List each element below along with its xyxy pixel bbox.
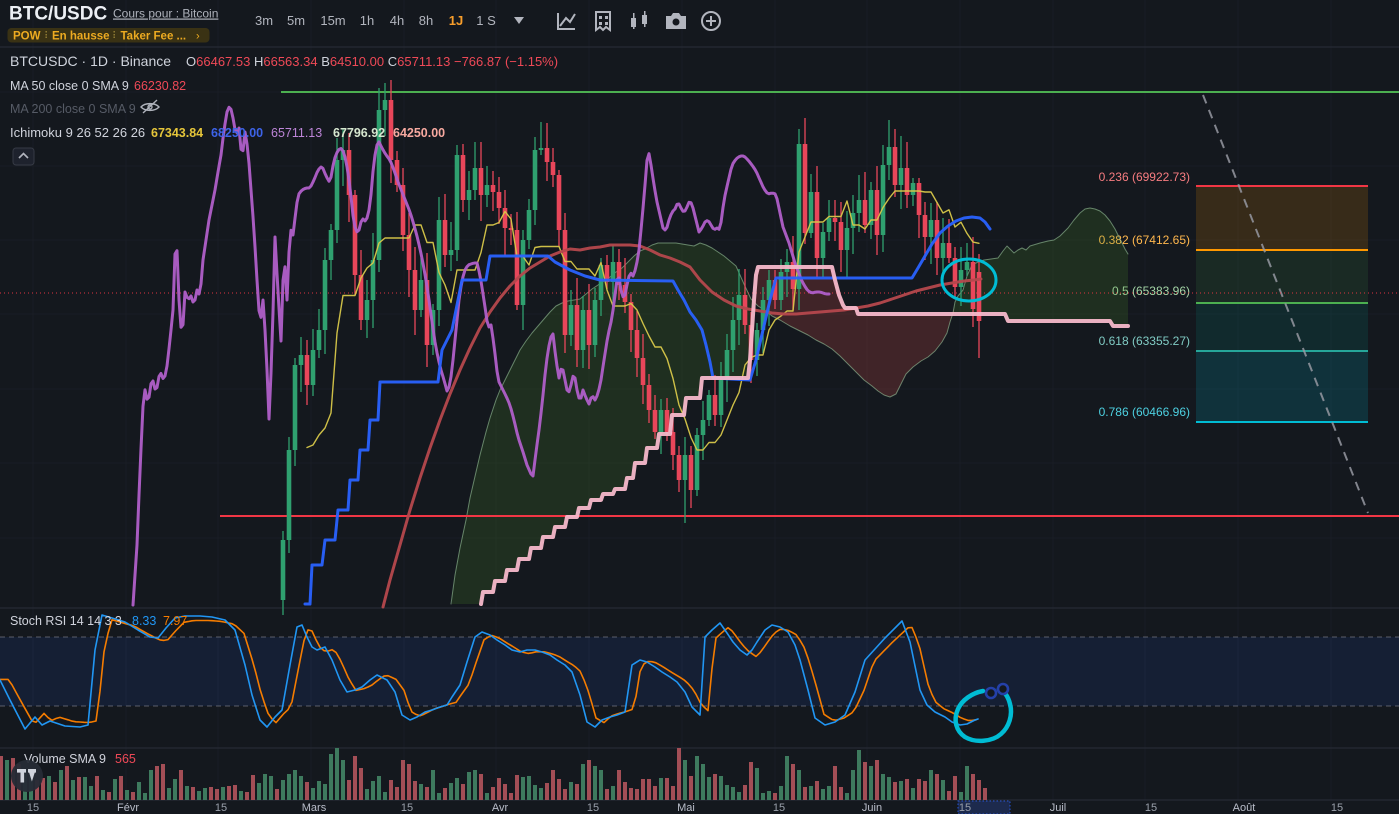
svg-text:15: 15: [215, 802, 227, 814]
svg-text:0.236 (69922.73): 0.236 (69922.73): [1099, 170, 1190, 184]
svg-text:POW: POW: [13, 31, 41, 43]
svg-text:15: 15: [27, 802, 39, 814]
svg-text:Taker Fee ...: Taker Fee ...: [121, 31, 187, 43]
svg-text:67343.84: 67343.84: [151, 126, 203, 140]
svg-text:4h: 4h: [390, 13, 404, 28]
svg-text:BTCUSDC · 1D · Binance: BTCUSDC · 1D · Binance: [10, 53, 171, 69]
svg-text:7.97: 7.97: [163, 614, 187, 628]
svg-text:Mars: Mars: [302, 802, 327, 814]
svg-text:Mai: Mai: [677, 802, 695, 814]
svg-text:15: 15: [959, 802, 971, 814]
svg-text:65711.13: 65711.13: [271, 126, 322, 140]
svg-text:0.5 (65383.96): 0.5 (65383.96): [1112, 284, 1190, 298]
svg-text:565: 565: [115, 752, 136, 766]
svg-text:15: 15: [1145, 802, 1157, 814]
svg-text:Ichimoku 9 26 52 26 26: Ichimoku 9 26 52 26 26: [10, 125, 145, 140]
svg-text:8.33: 8.33: [132, 614, 156, 628]
svg-text:0.618 (63355.27): 0.618 (63355.27): [1099, 334, 1190, 348]
svg-text:Févr: Févr: [117, 802, 139, 814]
svg-text:1J: 1J: [449, 13, 463, 28]
svg-text:1 S: 1 S: [476, 13, 496, 28]
svg-text:68250.00: 68250.00: [211, 126, 263, 140]
svg-text:›: ›: [196, 31, 200, 43]
svg-text:3m: 3m: [255, 13, 273, 28]
svg-text:Août: Août: [1233, 802, 1256, 814]
svg-text:MA 200 close 0 SMA 9: MA 200 close 0 SMA 9: [10, 102, 136, 116]
svg-text:⠇: ⠇: [112, 31, 119, 42]
svg-text:15: 15: [587, 802, 599, 814]
svg-text:MA 50 close 0 SMA 9: MA 50 close 0 SMA 9: [10, 79, 129, 93]
svg-text:67796.92: 67796.92: [333, 126, 385, 140]
svg-text:1h: 1h: [360, 13, 374, 28]
svg-text:15: 15: [773, 802, 785, 814]
svg-text:Juil: Juil: [1050, 802, 1067, 814]
svg-text:5m: 5m: [287, 13, 305, 28]
svg-text:BTC/USDC: BTC/USDC: [9, 4, 107, 25]
svg-text:15: 15: [1331, 802, 1343, 814]
svg-text:Cours pour : Bitcoin: Cours pour : Bitcoin: [113, 7, 218, 21]
svg-text:Juin: Juin: [862, 802, 882, 814]
svg-text:8h: 8h: [419, 13, 433, 28]
svg-text:0.382 (67412.65): 0.382 (67412.65): [1099, 233, 1190, 247]
svg-text:En hausse: En hausse: [52, 31, 110, 43]
svg-text:15m: 15m: [320, 13, 345, 28]
svg-text:O66467.53 H66563.34 B64510.00: O66467.53 H66563.34 B64510.00 C65711.13 …: [186, 54, 558, 69]
svg-text:66230.82: 66230.82: [134, 79, 186, 93]
svg-text:15: 15: [401, 802, 413, 814]
svg-text:0.786 (60466.96): 0.786 (60466.96): [1099, 405, 1190, 419]
svg-text:64250.00: 64250.00: [393, 126, 445, 140]
svg-text:Volume SMA 9: Volume SMA 9: [24, 752, 106, 766]
svg-text:⠇: ⠇: [44, 31, 51, 42]
svg-text:Avr: Avr: [492, 802, 509, 814]
svg-text:Stoch RSI 14 14 3 3: Stoch RSI 14 14 3 3: [10, 614, 122, 628]
